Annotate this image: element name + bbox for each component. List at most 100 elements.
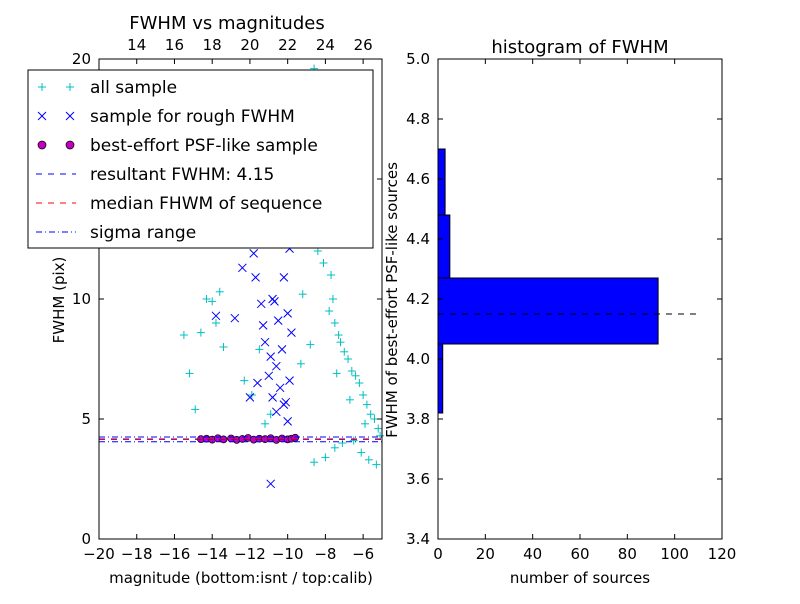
data-point-x-19 [264, 371, 274, 381]
data-point-x-18 [268, 393, 277, 402]
data-point-x-25 [281, 397, 291, 407]
data-point-x-6 [260, 337, 270, 347]
data-point-x-11 [279, 273, 289, 282]
data-point-x-12 [283, 309, 293, 318]
left-x-axis-label: magnitude (bottom:isnt / top:calib) [109, 569, 373, 587]
right-x-tick-label: 0 [433, 545, 443, 563]
data-point-plus-33 [340, 347, 349, 356]
right-y-tick-label: 4.8 [406, 110, 430, 128]
data-point-x-8 [271, 361, 281, 371]
left-x-tick-label: −8 [314, 545, 336, 563]
left-scatter-chart: FWHM vs magnitudes magnitude (bottom:isn… [27, 13, 385, 587]
right-y-tick-label: 3.6 [406, 470, 430, 488]
legend-entry: resultant FWHM: 4.15 [36, 165, 274, 185]
right-x-tick-label: 100 [660, 545, 689, 563]
data-point-x-10 [273, 316, 283, 325]
left-top-tick-label: 16 [165, 36, 184, 54]
data-point-x-24 [266, 479, 276, 489]
left-x-tick-label: −18 [121, 545, 153, 563]
histogram-bar-3 [437, 148, 446, 216]
data-point-plus-49 [357, 448, 366, 457]
legend-label: sample for rough FWHM [90, 107, 295, 127]
data-point-x-0 [211, 311, 221, 321]
right-y-tick-label: 4.6 [406, 170, 430, 188]
data-point-plus-53 [345, 395, 354, 404]
right-x-tick-label: 40 [523, 545, 542, 563]
right-y-tick-label: 3.8 [406, 410, 430, 428]
left-top-tick-label: 14 [127, 36, 146, 54]
histogram-bar-1 [437, 277, 659, 345]
legend-entry: best-effort PSF-like sample [37, 136, 318, 156]
left-y-tick-label: 0 [81, 530, 91, 548]
data-point-plus-52 [361, 419, 370, 428]
data-point-x-26 [285, 376, 294, 385]
legend-entry: sample for rough FWHM [37, 107, 295, 127]
left-top-tick-label: 26 [354, 36, 373, 54]
left-top-tick-label: 18 [203, 36, 222, 54]
data-point-circle-17 [291, 433, 300, 442]
legend-entry: all sample [38, 78, 177, 98]
data-point-plus-5 [208, 297, 217, 306]
right-chart-title: histogram of FWHM [491, 37, 668, 58]
right-y-axis-label: FWHM of best-effort PSF-like sources [383, 162, 401, 438]
right-x-tick-label: 80 [618, 545, 637, 563]
data-point-x-17 [283, 417, 293, 426]
data-point-plus-27 [325, 307, 334, 315]
data-point-plus-31 [334, 331, 343, 339]
data-point-plus-7 [215, 287, 224, 296]
data-point-plus-40 [366, 410, 375, 419]
data-point-plus-47 [338, 439, 347, 447]
data-point-x-2 [238, 263, 247, 273]
left-x-tick-label: −14 [196, 545, 228, 563]
data-point-plus-3 [196, 328, 205, 337]
data-point-plus-30 [330, 319, 339, 327]
right-x-axis-label: number of sources [510, 569, 650, 587]
legend-marker-x [65, 111, 75, 121]
legend-marker-plus [66, 83, 74, 91]
left-y-tick-label: 20 [72, 50, 91, 68]
legend-label: sigma range [90, 223, 196, 243]
data-point-plus-9 [240, 376, 249, 385]
data-point-plus-11 [255, 345, 264, 354]
histogram-bar-2 [437, 214, 451, 279]
data-point-plus-35 [347, 367, 356, 375]
left-top-tick-label: 20 [240, 36, 259, 54]
data-point-plus-6 [211, 319, 220, 327]
right-y-tick-label: 4.2 [406, 290, 430, 308]
right-y-tick-label: 5.0 [406, 50, 430, 68]
right-x-tick-label: 20 [476, 545, 495, 563]
data-point-plus-24 [319, 259, 328, 267]
data-point-plus-1 [185, 369, 194, 378]
data-point-plus-54 [332, 369, 341, 378]
data-point-plus-37 [355, 379, 364, 387]
data-point-plus-28 [327, 271, 336, 279]
data-point-x-3 [249, 249, 259, 258]
data-point-x-29 [245, 393, 255, 402]
data-point-x-22 [287, 328, 296, 337]
data-point-plus-32 [336, 338, 345, 347]
data-point-plus-38 [359, 391, 368, 399]
left-x-tick-label: −20 [83, 545, 115, 563]
data-point-plus-45 [321, 453, 330, 462]
data-point-plus-36 [351, 371, 360, 380]
data-point-plus-8 [219, 343, 228, 351]
data-point-plus-55 [306, 340, 315, 349]
left-top-tick-label: 24 [316, 36, 335, 54]
data-point-plus-50 [364, 455, 373, 464]
right-histogram-chart: histogram of FWHM number of sources FWHM… [383, 37, 736, 587]
legend-label: median FHWM of sequence [90, 194, 322, 214]
data-point-x-23 [271, 407, 281, 417]
right-x-tick-label: 60 [570, 545, 589, 563]
left-y-tick-label: 5 [81, 410, 91, 428]
left-chart-title: FWHM vs magnitudes [129, 13, 324, 34]
data-point-plus-48 [349, 436, 358, 445]
data-point-x-4 [251, 273, 260, 282]
data-point-plus-51 [372, 460, 381, 469]
legend-box [27, 69, 374, 249]
data-point-x-7 [266, 352, 276, 361]
data-point-plus-0 [179, 331, 188, 339]
data-point-plus-39 [362, 400, 371, 409]
legend-label: all sample [90, 78, 177, 98]
